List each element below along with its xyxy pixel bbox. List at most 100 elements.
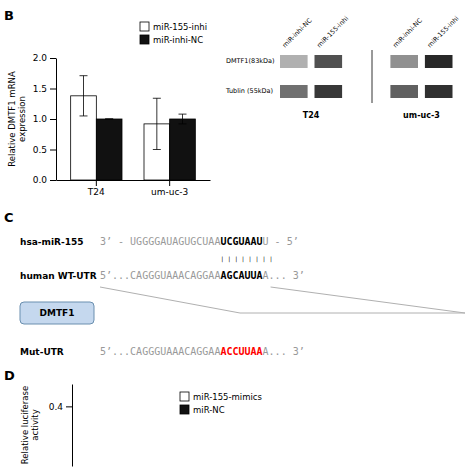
y-tick-label: 0.4	[49, 402, 64, 412]
x-tick: T24	[87, 180, 105, 197]
error-bar-cap	[179, 114, 187, 115]
blot-band	[425, 55, 453, 68]
utr-line	[240, 313, 465, 314]
legend-label: miR-155-inhi	[153, 22, 207, 32]
error-bar	[179, 114, 187, 124]
y-axis: 0.0 0.5 1.0 1.5 2.0	[33, 53, 57, 185]
legend-swatch	[180, 405, 189, 414]
y-tick: 2.0	[33, 53, 56, 63]
y-tick: 1.5	[33, 84, 56, 94]
legend-swatch	[140, 22, 149, 31]
y-tick-mark	[50, 119, 56, 120]
x-axis: T24 um-uc-3	[57, 180, 211, 197]
panel-title: C	[4, 210, 14, 225]
error-bar-cap	[80, 115, 88, 116]
error-bar-stem	[156, 98, 157, 149]
bar	[170, 119, 196, 180]
gene-label: DMTF1	[40, 308, 75, 318]
gene-box	[20, 302, 94, 324]
blot-row-label: DMTF1(83kDa)	[226, 57, 275, 65]
error-bar	[105, 119, 113, 120]
sequence-flank: 3’ - UGGGGAUAGUGCUAA	[100, 236, 220, 247]
base-pairing: | | | | | | | |	[220, 256, 272, 263]
legend: miR-155-inhi miR-inhi-NC	[140, 22, 207, 45]
error-bar-cap	[105, 119, 113, 120]
y-tick: 1.0	[33, 114, 56, 124]
bar-series	[96, 114, 195, 180]
y-tick: 0.4	[49, 402, 72, 412]
y-tick-label: 1.0	[33, 114, 48, 124]
blot-column-label: miR-inhi-NC	[281, 16, 314, 49]
bar	[96, 119, 122, 180]
y-axis-label: Relative luciferaseactivity	[20, 386, 40, 464]
x-tick: um-uc-3	[151, 180, 188, 197]
blot-cell-label: T24	[303, 111, 320, 120]
figure: B0.00.51.01.52.0Relative DMTF1 mRNAexpre…	[0, 0, 474, 474]
blot-band	[280, 85, 308, 98]
blot-band	[315, 85, 343, 98]
x-tick-label: T24	[87, 187, 105, 197]
sequence-diagram: Chsa-miR-155 3’ - UGGGGAUAGUGCUAAUCGUAAUU…	[4, 210, 465, 357]
sequence-flank: 5’...CAGGGUAAACAGGAA	[100, 270, 220, 281]
text-line: activity	[30, 409, 40, 440]
sequence: 5’...CAGGGUAAACAGGAAAGCAUUAA... 3’	[100, 270, 305, 281]
text-line: expression	[17, 96, 27, 142]
sequence-label: hsa-miR-155	[20, 237, 84, 247]
blot-cell-label: um-uc-3	[403, 111, 440, 120]
y-tick-label: 1.5	[33, 84, 47, 94]
blot-band	[315, 55, 343, 68]
legend-swatch	[180, 392, 189, 401]
sequence-flank: 5’...CAGGGUAAACAGGAA	[100, 346, 220, 357]
blot-band	[280, 55, 308, 68]
y-tick-label: 0.0	[33, 175, 48, 185]
y-axis: 0.4	[49, 385, 73, 467]
panel-title: D	[4, 368, 15, 383]
sequence-flank: U - 5’	[263, 236, 299, 247]
sequence-label: Mut-UTR	[20, 347, 64, 357]
blot-column-label: miR-inhi-NC	[391, 16, 424, 49]
text-line: Relative luciferase	[20, 386, 30, 464]
x-tick-label: um-uc-3	[151, 187, 188, 197]
error-bar-cap	[153, 98, 161, 99]
y-axis-line	[72, 385, 73, 467]
sequence-seed: AGCAUUA	[220, 270, 262, 281]
y-axis-line	[56, 59, 57, 181]
y-tick-mark	[50, 89, 56, 90]
legend-label: miR-155-mimics	[193, 392, 263, 402]
y-tick-mark	[50, 180, 56, 181]
error-bar-cap	[105, 119, 113, 120]
legend-label: miR-inhi-NC	[153, 35, 203, 45]
blot-divider	[372, 50, 373, 103]
y-tick-mark	[50, 150, 56, 151]
plot-area	[71, 76, 196, 180]
sequence-label: human WT-UTR	[20, 271, 97, 281]
error-bar-stem	[182, 114, 183, 124]
blot-band	[390, 85, 418, 98]
legend: miR-155-mimics miR-NC	[180, 392, 263, 415]
y-tick-mark	[66, 406, 72, 407]
utr-line	[100, 287, 240, 313]
sequence-seed: ACCUUAA	[220, 346, 262, 357]
sequence-flank: A... 3’	[263, 346, 305, 357]
error-bar-cap	[80, 75, 88, 76]
y-tick-label: 2.0	[33, 53, 48, 63]
blot-row-label: Tublin (55kDa)	[225, 87, 273, 95]
x-axis-line	[57, 180, 211, 181]
error-bar	[80, 76, 88, 116]
legend-label: miR-NC	[193, 405, 225, 415]
y-tick: 0.5	[33, 145, 56, 155]
x-tick-mark	[96, 180, 97, 186]
western-blot: miR-inhi-NCmiR-155-inhimiR-inhi-NCmiR-15…	[225, 14, 461, 120]
legend-swatch	[140, 35, 149, 44]
y-tick-mark	[50, 58, 56, 59]
error-bar	[153, 98, 161, 149]
error-bar-stem	[83, 76, 84, 116]
blot-column-label: miR-155-inhi	[426, 14, 461, 49]
bar-series	[71, 76, 170, 180]
text-line: Relative DMTF1 mRNA	[7, 71, 17, 167]
x-tick-mark	[169, 180, 170, 186]
blot-band	[425, 85, 453, 98]
sequence: 5’...CAGGGUAAACAGGAAACCUUAAA... 3’	[100, 346, 305, 357]
sequence-seed: UCGUAAU	[220, 236, 262, 247]
sequence: 3’ - UGGGGAUAGUGCUAAUCGUAAUU - 5’	[100, 236, 299, 247]
